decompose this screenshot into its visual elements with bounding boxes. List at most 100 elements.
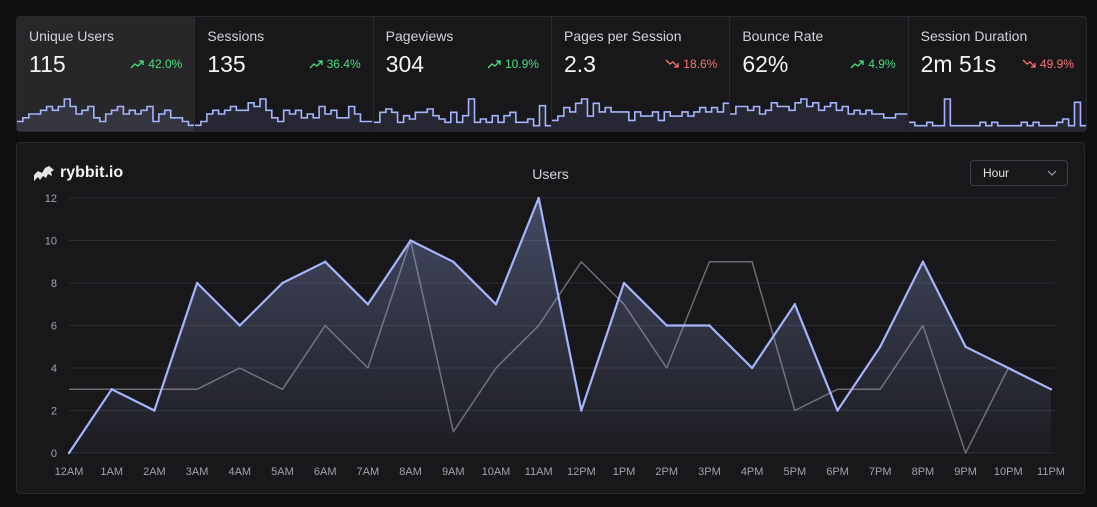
x-tick-label: 2PM	[655, 466, 678, 478]
y-tick-label: 4	[51, 363, 57, 375]
x-tick-label: 1PM	[613, 466, 636, 478]
data-point-users	[153, 409, 156, 412]
trend-down-icon	[665, 59, 679, 68]
data-point-users	[281, 281, 284, 285]
metric-change: 49.9%	[1022, 57, 1074, 71]
metric-change: 42.0%	[130, 57, 182, 71]
data-point-users	[879, 345, 882, 348]
metrics-bar: Unique Users 115 42.0% Sessions 135 36.4% Page…	[16, 16, 1087, 132]
metric-card-pageviews[interactable]: Pageviews 304 10.9%	[373, 17, 552, 131]
metric-change-value: 36.4%	[326, 57, 361, 71]
x-tick-label: 4PM	[741, 466, 764, 478]
x-tick-label: 4AM	[228, 466, 251, 478]
x-tick-label: 1AM	[100, 466, 123, 478]
metric-change-value: 4.9%	[868, 57, 896, 71]
x-tick-label: 6PM	[826, 466, 849, 478]
trend-up-icon	[309, 60, 323, 69]
data-point-users	[494, 303, 498, 306]
metric-change: 10.9%	[487, 57, 539, 71]
data-point-users	[67, 451, 71, 455]
chart-title: Users	[532, 166, 569, 182]
x-tick-label: 9PM	[954, 466, 977, 478]
data-point-users	[708, 324, 711, 327]
metric-card-bounce-rate[interactable]: Bounce Rate 62% 4.9%	[730, 17, 909, 131]
data-point-users	[537, 196, 540, 200]
data-point-users	[622, 281, 626, 285]
metric-sparkline	[551, 93, 730, 131]
y-tick-label: 10	[45, 236, 57, 248]
chevron-down-icon	[1047, 170, 1057, 176]
metric-change: 36.4%	[309, 57, 361, 71]
metric-sparkline	[195, 93, 373, 131]
granularity-select[interactable]: Hour	[970, 160, 1068, 186]
data-point-users	[238, 324, 241, 327]
metric-value: 2.3	[563, 51, 596, 77]
users-chart: 0 2 4 6 8 10 12 12AM 1AM 2AM 3AM 4AM 5AM 6AM 7AM 8AM 9AM…	[45, 193, 1065, 478]
x-tick-label: 6AM	[314, 466, 337, 478]
x-tick-label: 12AM	[55, 466, 84, 478]
trend-up-icon	[850, 60, 864, 69]
metric-change: 4.9%	[850, 57, 896, 71]
metric-change-value: 49.9%	[1039, 57, 1074, 71]
x-tick-label: 2AM	[143, 466, 166, 478]
metric-change: 18.6%	[665, 57, 717, 71]
data-point-users	[323, 260, 327, 263]
x-tick-label: 11AM	[525, 466, 553, 478]
y-tick-label: 6	[51, 321, 57, 333]
metric-change-value: 42.0%	[148, 57, 183, 71]
x-tick-label: 10PM	[994, 466, 1023, 478]
metric-change-value: 10.9%	[504, 57, 539, 71]
data-point-users	[964, 345, 967, 348]
x-tick-label: 5AM	[271, 466, 294, 478]
granularity-value: Hour	[983, 166, 1010, 180]
metric-label: Pageviews	[385, 28, 454, 44]
x-tick-label: 3AM	[186, 466, 209, 478]
metric-card-sessions[interactable]: Sessions 135 36.4%	[195, 17, 374, 131]
metric-sparkline	[908, 93, 1086, 131]
metric-card-pages-per-session[interactable]: Pages per Session 2.3 18.6%	[551, 17, 731, 131]
series-line-users	[68, 196, 1052, 454]
metric-label: Sessions	[207, 28, 265, 44]
y-tick-label: 2	[51, 406, 57, 418]
trend-up-icon	[487, 60, 501, 69]
data-point-users	[665, 324, 668, 327]
logo-text: rybbit.io	[60, 164, 124, 181]
data-point-users	[409, 239, 412, 242]
metric-sparkline	[17, 93, 195, 131]
data-point-users	[793, 303, 797, 306]
data-point-users	[580, 409, 583, 412]
metric-card-session-duration[interactable]: Session Duration 2m 51s 49.9%	[908, 17, 1086, 131]
y-tick-label: 0	[51, 448, 57, 460]
metric-label: Bounce Rate	[742, 28, 824, 44]
data-point-users	[110, 388, 113, 391]
x-tick-label: 9AM	[442, 466, 465, 478]
metric-value: 2m 51s	[920, 51, 997, 77]
metric-value: 115	[29, 51, 66, 77]
x-tick-label: 3PM	[698, 466, 721, 478]
metric-label: Unique Users	[29, 28, 114, 44]
data-point-users	[195, 281, 199, 285]
data-point-users	[366, 303, 370, 306]
series-area-users	[69, 198, 1051, 453]
metric-card-unique-users[interactable]: Unique Users 115 42.0%	[17, 17, 196, 131]
rybbit-logo-icon	[34, 166, 54, 181]
x-tick-label: 8PM	[912, 466, 935, 478]
data-point-users	[836, 409, 839, 412]
x-tick-label: 8AM	[399, 466, 422, 478]
data-point-users	[1049, 388, 1053, 391]
x-tick-label: 7AM	[357, 466, 380, 478]
metric-value: 135	[207, 51, 246, 77]
trend-up-icon	[130, 60, 144, 69]
metric-sparkline	[730, 93, 908, 131]
y-tick-label: 8	[51, 278, 57, 290]
logo: rybbit.io	[33, 164, 123, 182]
data-point-users	[1007, 366, 1010, 370]
metric-label: Pages per Session	[563, 28, 682, 44]
data-point-users	[750, 366, 754, 370]
metric-change-value: 18.6%	[683, 57, 718, 71]
chart-card: rybbit.io Users Hour 0 2 4 6 8 10 12 12AM 1AM 2AM…	[16, 142, 1085, 494]
trend-down-icon	[1022, 59, 1036, 68]
x-tick-label: 7PM	[869, 466, 892, 478]
x-tick-label: 5PM	[784, 466, 807, 478]
x-tick-label: 11PM	[1037, 466, 1065, 478]
